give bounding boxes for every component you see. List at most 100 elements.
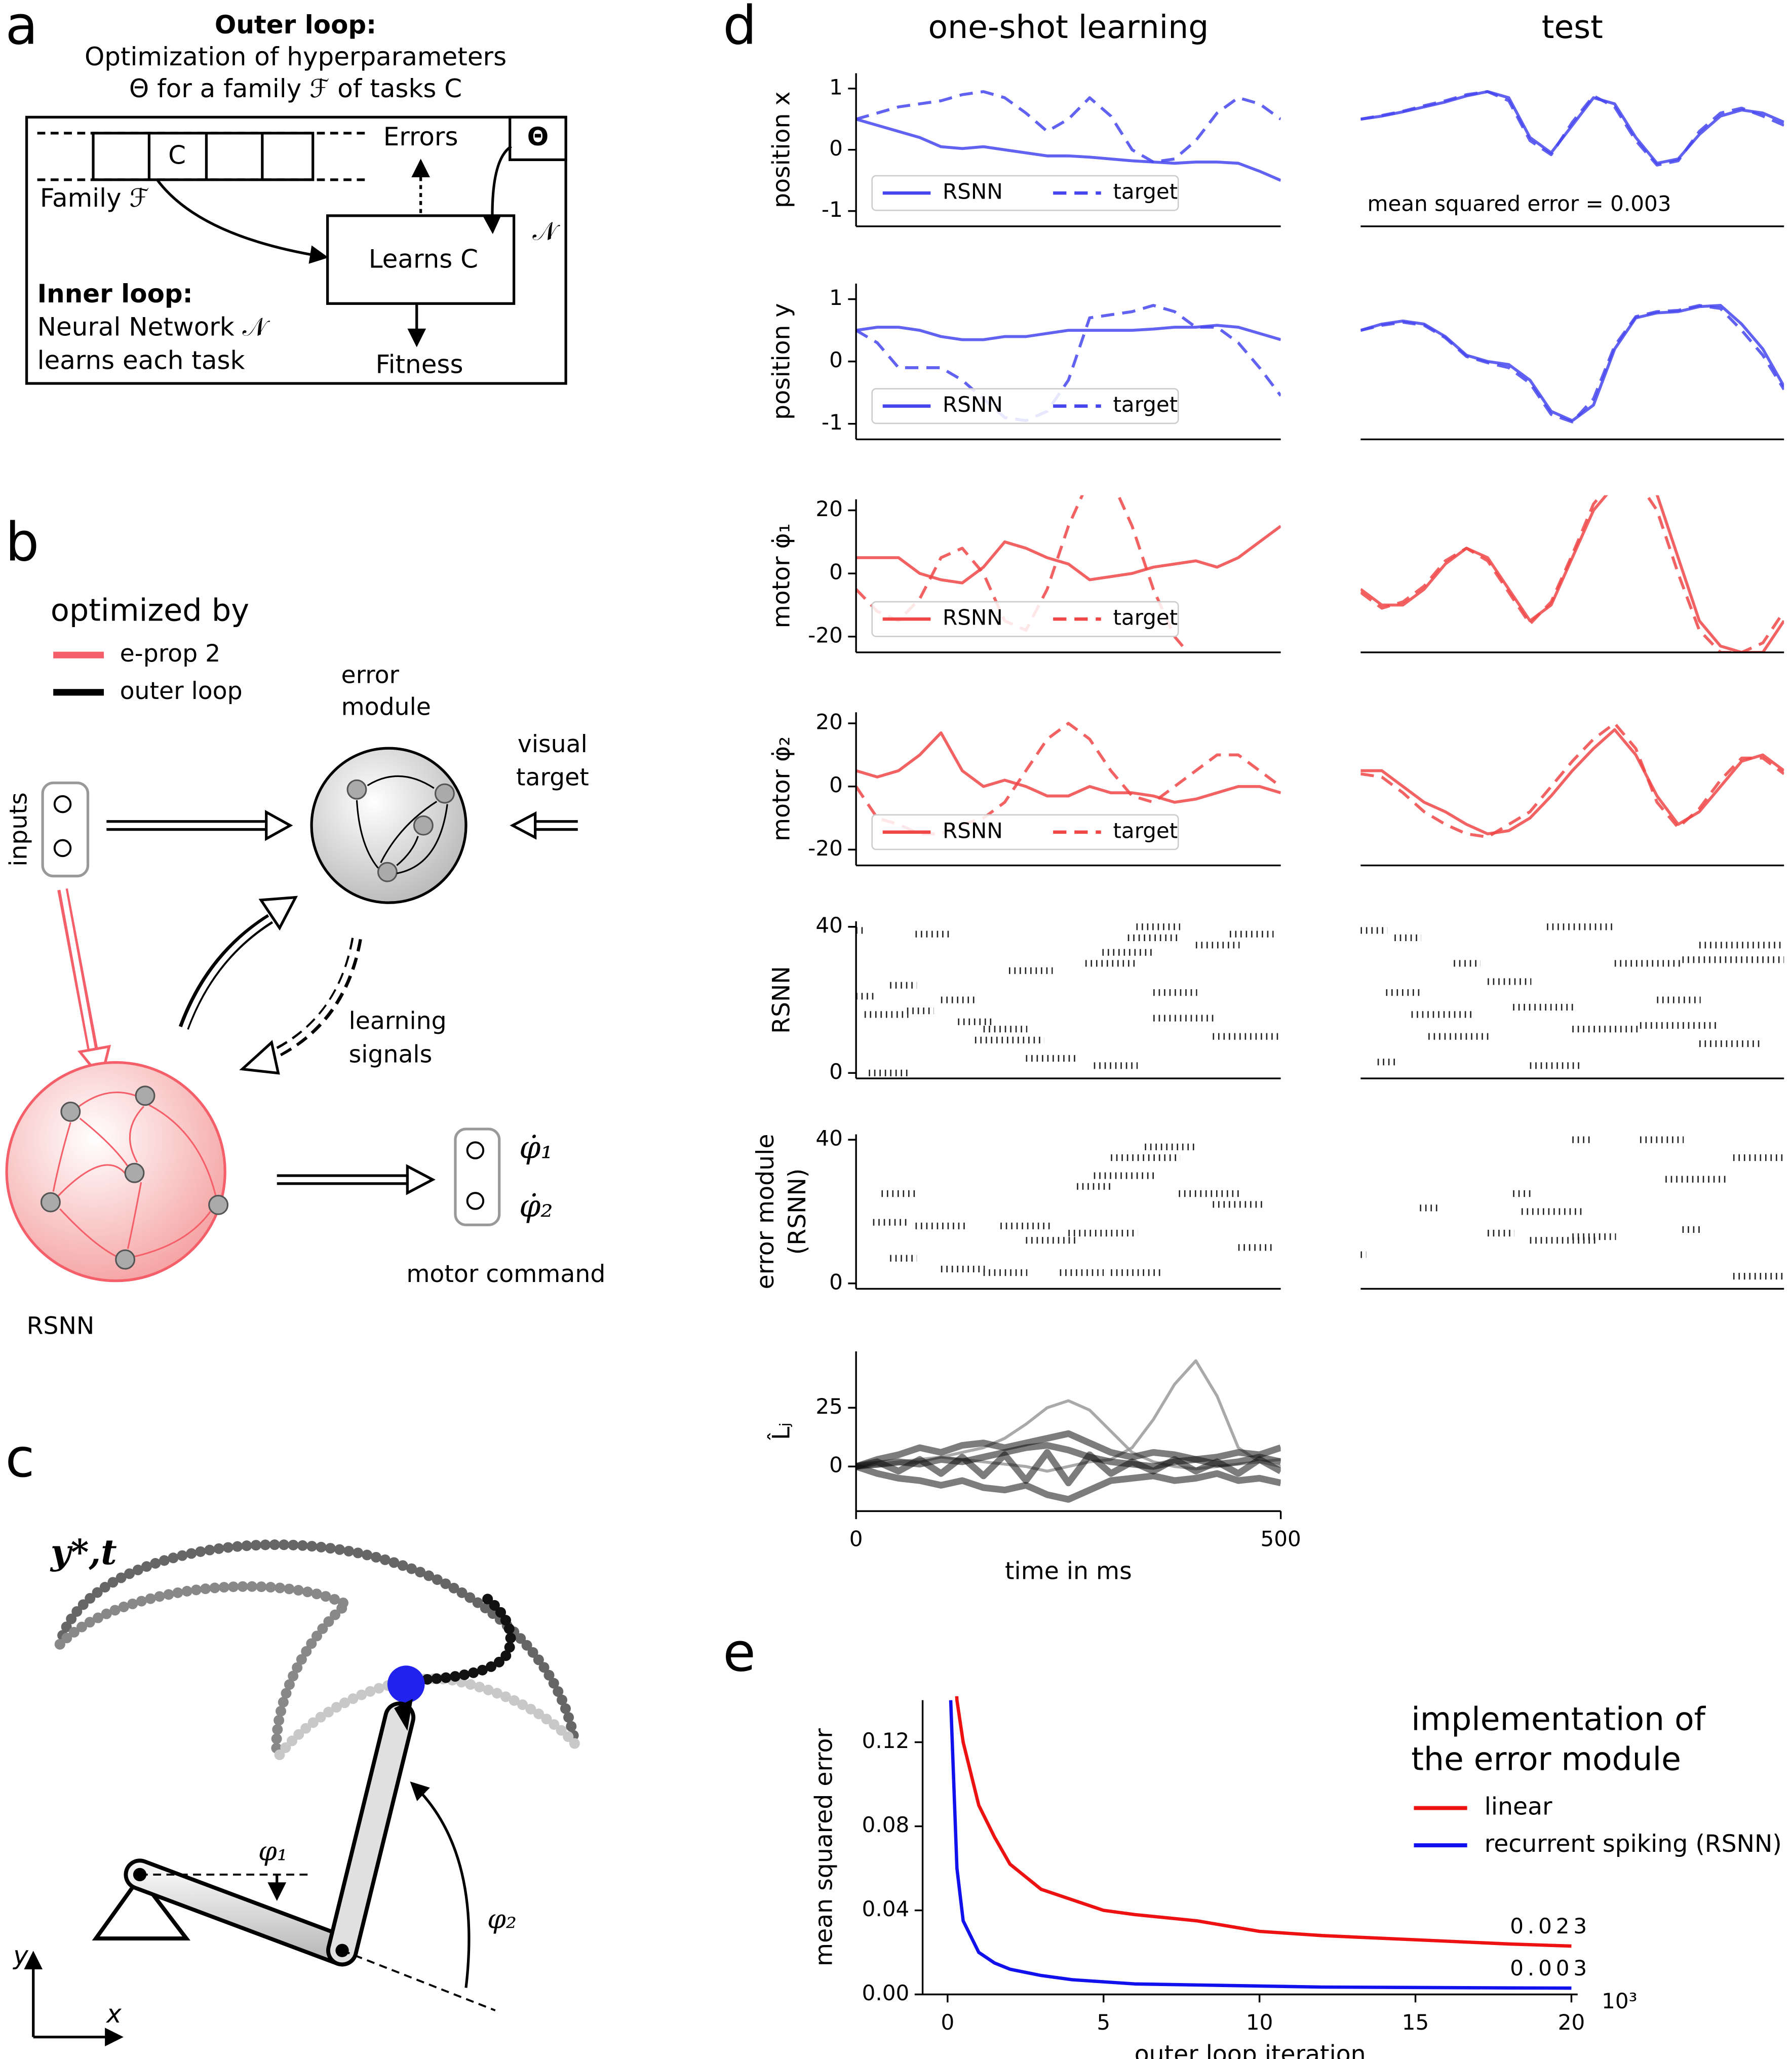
y-axis-label: error module [752, 1134, 780, 1290]
series-line [1360, 304, 1784, 423]
reference-line [341, 1949, 496, 2011]
series-line [856, 1359, 1281, 1473]
series-line [1360, 722, 1784, 839]
panel-b: optimized by e-prop 2 outer loop inputs … [5, 593, 605, 1340]
legend-box [871, 814, 1179, 850]
error-module-label: module [341, 693, 431, 721]
trajectory-piece [54, 1539, 581, 1750]
neuron [40, 1192, 61, 1213]
plot-area [1360, 304, 1784, 423]
double-arrows [57, 809, 581, 1195]
y-tick-label: 0.00 [862, 1980, 910, 2005]
connection [79, 1117, 129, 1167]
y-tick-label: 40 [815, 1126, 843, 1151]
fitness: Fitness [376, 349, 463, 379]
arrow-head [406, 1164, 436, 1195]
y-tick-label: 25 [815, 1394, 843, 1419]
panel-label: b [6, 511, 40, 573]
x-tick-label: 500 [1261, 1527, 1301, 1551]
connection [148, 1104, 217, 1196]
legend-label: recurrent spiking (RSNN) [1485, 1830, 1782, 1858]
arrow-head [258, 896, 298, 931]
plot-area [1360, 1136, 1784, 1280]
neuron [466, 1141, 485, 1159]
y-axis-label: position x [768, 92, 796, 208]
visual-target-label: visual [518, 730, 588, 758]
connection [76, 1091, 136, 1109]
text: learns each task [37, 345, 245, 375]
column-title: one-shot learning [928, 8, 1209, 46]
y-tick-label: 1 [829, 74, 843, 99]
tip [394, 1698, 413, 1731]
neurons [40, 1085, 229, 1270]
x-tick-label: 5 [1097, 2010, 1110, 2035]
task-row [92, 132, 315, 181]
panel-label: c [6, 1427, 35, 1489]
trajectory-piece [394, 1592, 516, 1686]
legend-box [871, 388, 1179, 424]
legend-label: target [1113, 605, 1178, 630]
connection [397, 804, 448, 874]
x-tick-label: 10 [1246, 2010, 1273, 2035]
neuron [115, 1249, 136, 1270]
plot-area [856, 923, 1281, 1076]
neuron [466, 1192, 485, 1210]
y-axis-label: mean squared error [810, 1728, 838, 1966]
arrow-head [510, 811, 537, 840]
y-tick-label: -1 [822, 410, 843, 435]
error-module-label: error [341, 661, 399, 689]
text: Θ for a family ℱ of tasks C [129, 74, 462, 103]
connection [356, 800, 379, 869]
series-line [1360, 495, 1784, 652]
rsnn-label: RSNN [27, 1312, 95, 1340]
legend-label: linear [1485, 1793, 1552, 1821]
output-label: φ̇₂ [519, 1189, 553, 1224]
neuron [53, 795, 72, 813]
y-tick-label: 0.04 [862, 1896, 910, 1921]
y-tick-label: 0.08 [862, 1812, 910, 1837]
legend-label: RSNN [943, 179, 1003, 204]
legend-label: RSNN [943, 605, 1003, 630]
arrow [266, 935, 360, 1060]
connection [55, 1164, 129, 1199]
learning-signals-label: signals [349, 1040, 433, 1068]
y-tick-label: 0 [829, 347, 843, 372]
y-tick-label: 0.12 [862, 1728, 910, 1753]
output-label: φ̇₁ [519, 1131, 553, 1166]
arrow-head [239, 1040, 280, 1075]
angle-label: φ₁ [258, 1836, 288, 1867]
series-line [1360, 90, 1784, 167]
y-tick-label: 1 [829, 285, 843, 310]
neuron [377, 862, 398, 882]
y-tick-label: -1 [822, 197, 843, 222]
axis-label: y [12, 1940, 29, 1970]
series-line [856, 495, 1190, 652]
axis-label: x [105, 1999, 122, 2029]
end-effector [387, 1665, 425, 1703]
plot-area [856, 304, 1281, 422]
end-label: 0.023 [1510, 1914, 1591, 1938]
angle-label: φ₂ [487, 1903, 517, 1934]
title: optimized by [51, 593, 249, 629]
series-line [856, 1442, 1281, 1470]
y-axis-label: L̂ⱼ [766, 1422, 796, 1440]
panel-label: e [723, 1621, 756, 1684]
panel-label: d [723, 0, 757, 57]
series-line [1360, 90, 1784, 165]
y-axis-label: RSNN [768, 966, 796, 1034]
y-tick-label: 20 [815, 496, 843, 521]
trajectory-piece [54, 1581, 356, 1760]
legend-box [871, 601, 1179, 637]
y-tick-label: 40 [815, 913, 843, 938]
joint [133, 1868, 147, 1882]
connection [367, 775, 435, 789]
y-tick-label: -20 [808, 836, 843, 861]
end-label: 0.003 [1510, 1956, 1591, 1980]
connections [52, 1091, 217, 1258]
base [92, 1874, 190, 1941]
arrow [483, 145, 512, 235]
family: Family ℱ [40, 183, 149, 213]
series-line [1360, 728, 1784, 836]
connections [356, 775, 448, 874]
neuron [53, 839, 72, 858]
